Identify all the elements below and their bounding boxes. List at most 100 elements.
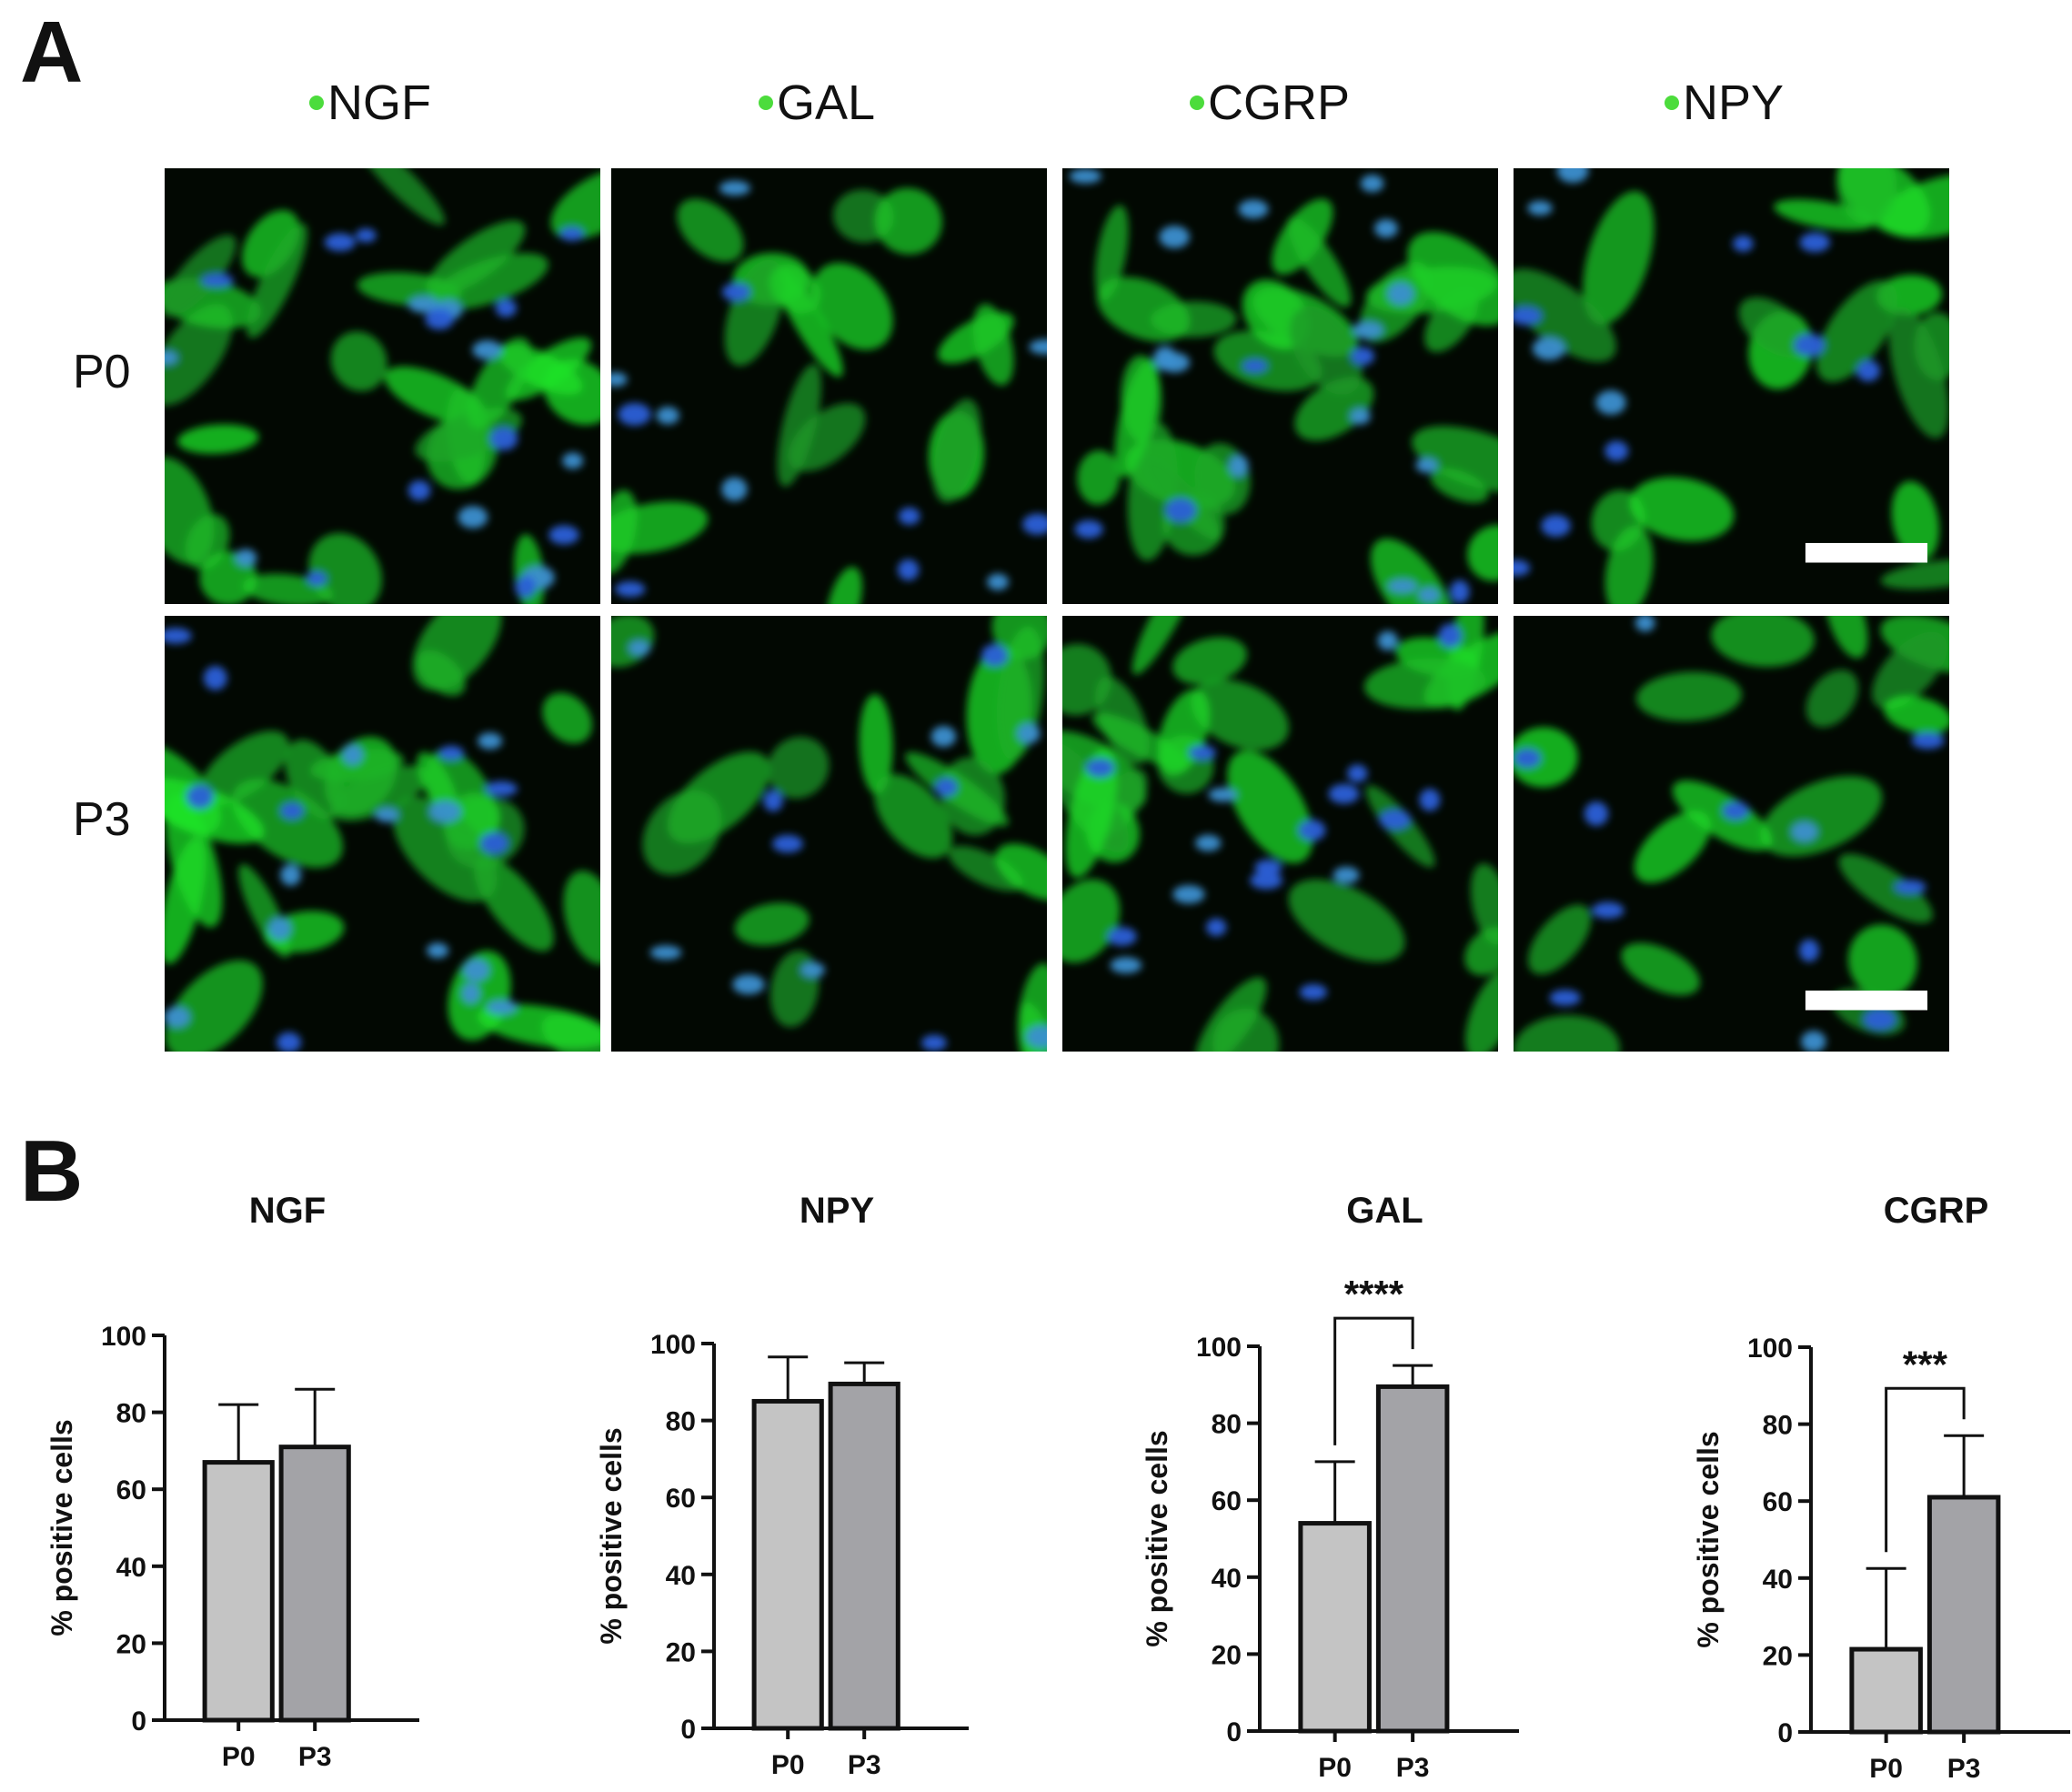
nucleus [548, 525, 579, 545]
cell-body [1227, 750, 1313, 863]
cell-body [874, 774, 953, 859]
cell-body [199, 730, 289, 806]
nucleus [1856, 359, 1880, 382]
cell-body [811, 262, 893, 350]
nucleus [1514, 306, 1543, 326]
nucleus [1029, 339, 1047, 355]
nucleus [897, 559, 920, 581]
significance-bracket [1885, 1386, 1966, 1553]
nucleus [165, 1006, 191, 1028]
nucleus [987, 573, 1010, 590]
nucleus [165, 628, 192, 644]
cell-body [1711, 616, 1815, 668]
cell-body [1888, 307, 1949, 438]
nucleus [656, 407, 679, 425]
cell-body [734, 902, 810, 946]
nucleus [618, 402, 651, 426]
stain-dot-icon [1665, 96, 1679, 110]
nucleus [1299, 983, 1328, 1001]
nucleus [1894, 880, 1926, 895]
nucleus [800, 961, 825, 978]
y-tick-label: 0 [1226, 1717, 1242, 1747]
nucleus [1387, 282, 1414, 306]
x-tick-label: P0 [771, 1750, 805, 1780]
nucleus [1360, 175, 1384, 193]
nucleus [1801, 1031, 1826, 1052]
significance-label: **** [1344, 1273, 1404, 1315]
nucleus [1415, 458, 1439, 473]
cell-body [563, 871, 600, 964]
cell-body [1816, 280, 1897, 382]
cell-body [1062, 643, 1112, 716]
nucleus [1799, 232, 1830, 253]
nucleus [1206, 918, 1227, 937]
cell-body [1095, 205, 1129, 301]
row-label-p0: P0 [73, 346, 131, 398]
stain-dot-icon [1190, 96, 1204, 110]
y-tick-label: 60 [1212, 1486, 1242, 1516]
stain-dot-icon [759, 96, 773, 110]
cell-body [550, 168, 600, 240]
cell-body [1514, 1015, 1621, 1052]
nucleus [280, 863, 301, 886]
cell-body [611, 489, 638, 574]
y-tick-label: 40 [116, 1553, 146, 1583]
stain-label-gal: GAL [759, 78, 875, 127]
nucleus [1250, 871, 1283, 890]
stain-label-cgrp: CGRP [1190, 78, 1350, 127]
cell-body [1847, 924, 1918, 998]
micrograph-gal-p0 [611, 168, 1047, 604]
cell-body [972, 304, 1014, 386]
nucleus [1591, 901, 1624, 919]
x-tick-label: P3 [1396, 1753, 1430, 1783]
nucleus [1069, 168, 1101, 184]
nucleus [1377, 630, 1398, 650]
y-axis-label: % positive cells [1692, 1431, 1725, 1647]
y-tick-label: 100 [650, 1330, 696, 1360]
nucleus [1298, 820, 1326, 841]
cell-body [1287, 216, 1352, 307]
nucleus [1085, 758, 1115, 778]
nucleus [772, 834, 803, 853]
x-tick-label: P0 [1869, 1754, 1903, 1784]
x-tick-label: P3 [298, 1742, 332, 1772]
cell-body [1062, 879, 1121, 963]
cell-body [308, 533, 382, 604]
cell-body [1583, 191, 1655, 325]
nucleus [721, 282, 751, 302]
cell-body [932, 398, 981, 503]
cell-body [1635, 671, 1742, 721]
micrograph-image [1069, 168, 1498, 604]
nucleus [1419, 789, 1441, 811]
nucleus [306, 570, 327, 587]
nucleus [721, 477, 748, 501]
y-tick-label: 60 [1763, 1487, 1793, 1517]
micrograph-image [165, 616, 600, 1052]
nucleus [628, 639, 650, 657]
micrograph-image [1062, 616, 1498, 1052]
y-tick-label: 100 [1747, 1334, 1793, 1364]
panel-b-letter: B [20, 1123, 84, 1220]
nucleus [1549, 990, 1581, 1006]
cell-body [1288, 879, 1405, 962]
cell-body [412, 616, 502, 691]
nucleus [486, 999, 518, 1015]
cell-body [1621, 942, 1700, 996]
nucleus [1254, 859, 1282, 876]
micrograph-gal-p3 [611, 616, 1047, 1052]
nucleus [1228, 454, 1249, 478]
y-tick-label: 20 [1212, 1640, 1242, 1670]
nucleus [1110, 957, 1142, 974]
nucleus [1022, 513, 1047, 535]
nucleus [1556, 168, 1589, 183]
nucleus [1911, 731, 1945, 750]
cell-body [177, 424, 259, 454]
x-tick-label: P0 [1318, 1753, 1352, 1783]
cell-body [543, 359, 600, 426]
cell-body [232, 779, 344, 868]
cell-body [1077, 450, 1120, 505]
cell-body [948, 845, 1023, 891]
nucleus [559, 226, 585, 241]
nucleus [479, 831, 509, 854]
cell-body [995, 843, 1047, 901]
